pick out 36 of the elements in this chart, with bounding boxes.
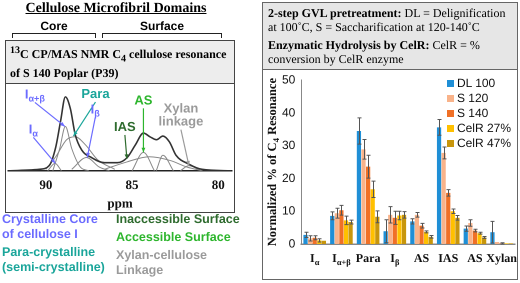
text: Core: [39, 19, 69, 33]
x-tick-label: 90: [39, 177, 52, 192]
y-tick-label: 30: [282, 138, 296, 152]
text: Inaccessible Surface: [116, 212, 241, 227]
chart-title: 2-step GVL pretreatment: DL = Delignification at 100˚C, S = Saccharification at 120-140˚C: [268, 6, 506, 34]
y-axis-title: Normalized % of C4 Resonance: [265, 78, 282, 246]
x-tick-label: 80: [212, 177, 225, 192]
y-tick-label: 20: [282, 170, 296, 185]
x-tick-label: AS: [414, 251, 430, 265]
x-tick-label: Xylan: [486, 251, 518, 265]
text: Accessible Surface: [116, 230, 232, 245]
x-tick-label: 85: [126, 177, 140, 192]
x-tick-label: IAS: [438, 251, 459, 265]
annotation: Xylan linkage: [158, 101, 204, 130]
annotation: AS: [134, 92, 153, 108]
legend-label: S 140: [456, 106, 488, 121]
chart-subtitle: $^{13}$C CP/MAS NMR C$_{4}$ cellulose resonance of S 140 Poplar (P39): [6, 41, 234, 84]
x-tick-label: AS: [467, 251, 483, 265]
text: Surface: [138, 19, 186, 33]
legend-label: S 120: [456, 91, 488, 106]
text: Crystalline Core of cellulose I: [2, 212, 99, 242]
text: Xylan-cellulose Linkage: [116, 248, 208, 278]
annotation: IAS: [114, 119, 136, 134]
legend-label: DL 100: [456, 76, 496, 91]
x-tick-label: Para: [356, 251, 380, 265]
text: Para-crystalline (semi-crystalline): [2, 245, 106, 275]
legend-label: CelR 47%: [456, 136, 511, 151]
y-tick-label: 50: [282, 72, 296, 87]
text: Enzymatic Hydrolysis by CelR: CelR = % conversion by CelR enzyme: [268, 38, 480, 66]
y-tick-label: 0: [288, 236, 296, 250]
legend-label: CelR 27%: [456, 121, 511, 136]
y-tick-label: 10: [282, 204, 296, 218]
annotation: Para: [81, 86, 110, 102]
x-axis-title: ppm: [107, 196, 133, 211]
y-tick-label: 40: [282, 105, 296, 120]
chart-title: Cellulose Microfibril Domains: [24, 1, 208, 17]
